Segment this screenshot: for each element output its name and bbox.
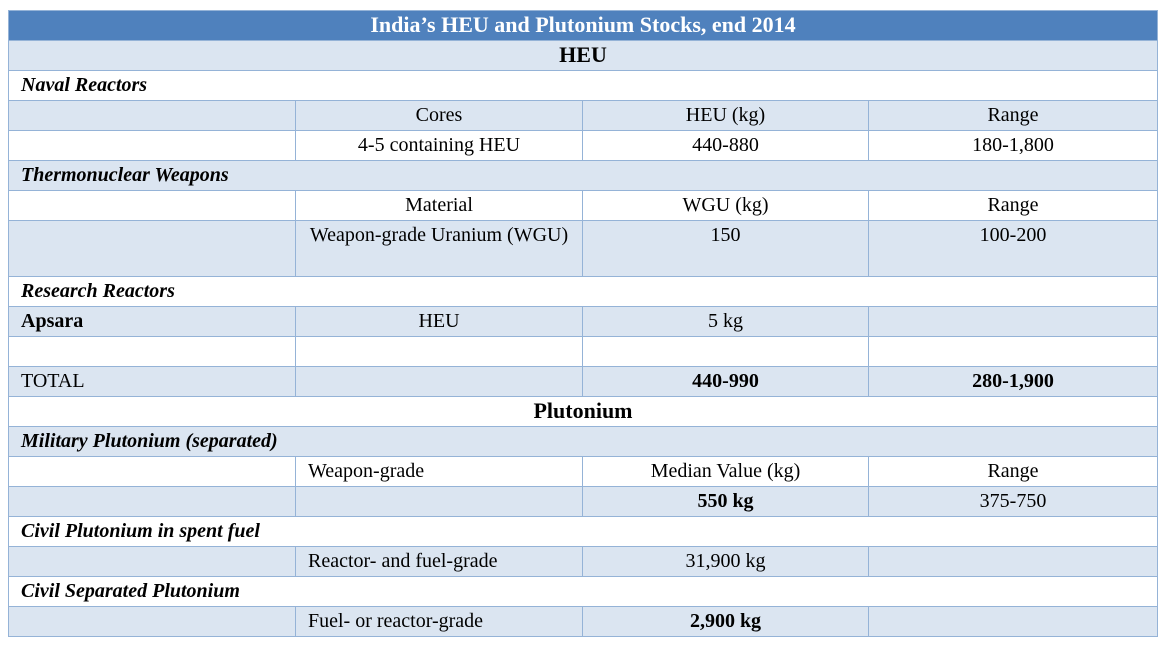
table-row: Thermonuclear Weapons bbox=[8, 160, 1158, 191]
table-row: HEU bbox=[8, 40, 1158, 71]
table-cell: 440-880 bbox=[582, 130, 869, 161]
table-cell: Reactor- and fuel-grade bbox=[295, 546, 583, 577]
table-cell bbox=[8, 546, 296, 577]
group-heading: Naval Reactors bbox=[8, 70, 1158, 101]
group-heading: Civil Separated Plutonium bbox=[8, 576, 1158, 607]
table-cell: 150 bbox=[582, 220, 869, 277]
table-row: Reactor- and fuel-grade 31,900 kg bbox=[8, 546, 1158, 577]
table-cell: Weapon-grade Uranium (WGU) bbox=[295, 220, 583, 277]
stocks-table: India’s HEU and Plutonium Stocks, end 20… bbox=[8, 10, 1158, 637]
table-row: Weapon-grade Median Value (kg) Range bbox=[8, 456, 1158, 487]
table-row: 4-5 containing HEU 440-880 180-1,800 bbox=[8, 130, 1158, 161]
table-row: Military Plutonium (separated) bbox=[8, 426, 1158, 457]
table-row: Plutonium bbox=[8, 396, 1158, 427]
table-cell: 100-200 bbox=[868, 220, 1158, 277]
table-cell bbox=[868, 606, 1158, 637]
table-row: TOTAL 440-990 280-1,900 bbox=[8, 366, 1158, 397]
table-cell bbox=[868, 546, 1158, 577]
table-cell: TOTAL bbox=[8, 366, 296, 397]
table-cell: WGU (kg) bbox=[582, 190, 869, 221]
table-cell bbox=[8, 220, 296, 277]
table-row: Material WGU (kg) Range bbox=[8, 190, 1158, 221]
table-cell bbox=[295, 366, 583, 397]
table-cell: Weapon-grade bbox=[295, 456, 583, 487]
group-heading: Thermonuclear Weapons bbox=[8, 160, 1158, 191]
table-cell: 5 kg bbox=[582, 306, 869, 337]
table-cell bbox=[295, 336, 583, 367]
title-row: India’s HEU and Plutonium Stocks, end 20… bbox=[8, 10, 1158, 41]
table-cell bbox=[868, 336, 1158, 367]
table-cell: Fuel- or reactor-grade bbox=[295, 606, 583, 637]
table-cell: HEU (kg) bbox=[582, 100, 869, 131]
table-row: Research Reactors bbox=[8, 276, 1158, 307]
table-cell: 440-990 bbox=[582, 366, 869, 397]
table-row: Naval Reactors bbox=[8, 70, 1158, 101]
table-row: 550 kg 375-750 bbox=[8, 486, 1158, 517]
table-row: Cores HEU (kg) Range bbox=[8, 100, 1158, 131]
group-heading: Military Plutonium (separated) bbox=[8, 426, 1158, 457]
group-heading: Civil Plutonium in spent fuel bbox=[8, 516, 1158, 547]
table-row bbox=[8, 336, 1158, 367]
group-heading: Research Reactors bbox=[8, 276, 1158, 307]
section-heading: Plutonium bbox=[8, 396, 1158, 427]
table-cell: 375-750 bbox=[868, 486, 1158, 517]
table-cell bbox=[295, 486, 583, 517]
table-cell: Material bbox=[295, 190, 583, 221]
table-cell: 280-1,900 bbox=[868, 366, 1158, 397]
table-cell bbox=[8, 456, 296, 487]
table-cell bbox=[8, 336, 296, 367]
table-cell bbox=[8, 130, 296, 161]
table-cell: 2,900 kg bbox=[582, 606, 869, 637]
table-cell: Range bbox=[868, 100, 1158, 131]
table-cell bbox=[8, 190, 296, 221]
table-cell: 550 kg bbox=[582, 486, 869, 517]
table-body: India’s HEU and Plutonium Stocks, end 20… bbox=[8, 10, 1158, 637]
table-cell: Range bbox=[868, 190, 1158, 221]
table-row: Civil Separated Plutonium bbox=[8, 576, 1158, 607]
table-cell: 31,900 kg bbox=[582, 546, 869, 577]
table-cell: 4-5 containing HEU bbox=[295, 130, 583, 161]
table-cell bbox=[8, 606, 296, 637]
table-cell bbox=[8, 100, 296, 131]
table-cell bbox=[8, 486, 296, 517]
table-cell: Range bbox=[868, 456, 1158, 487]
table-row: Apsara HEU 5 kg bbox=[8, 306, 1158, 337]
table-cell bbox=[868, 306, 1158, 337]
table-title: India’s HEU and Plutonium Stocks, end 20… bbox=[8, 10, 1158, 41]
table-cell: Cores bbox=[295, 100, 583, 131]
table-cell: Apsara bbox=[8, 306, 296, 337]
table-row: Civil Plutonium in spent fuel bbox=[8, 516, 1158, 547]
table-row: Fuel- or reactor-grade 2,900 kg bbox=[8, 606, 1158, 637]
table-cell bbox=[582, 336, 869, 367]
table-row: Weapon-grade Uranium (WGU) 150 100-200 bbox=[8, 220, 1158, 277]
table-cell: Median Value (kg) bbox=[582, 456, 869, 487]
table-cell: 180-1,800 bbox=[868, 130, 1158, 161]
table-cell: HEU bbox=[295, 306, 583, 337]
section-heading: HEU bbox=[8, 40, 1158, 71]
